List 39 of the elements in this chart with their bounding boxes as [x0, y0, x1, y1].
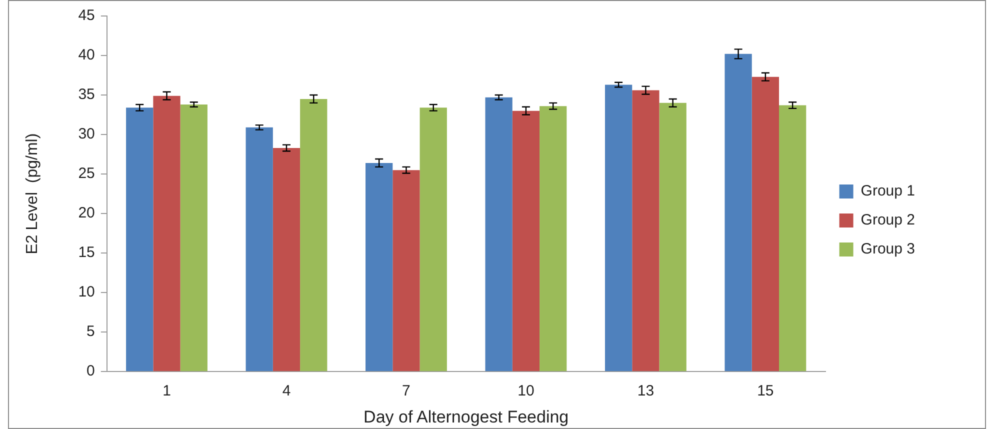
legend-label: Group 3: [860, 240, 916, 258]
x-tick-label: 13: [637, 382, 654, 400]
x-tick-label: 4: [282, 382, 291, 400]
bar: [153, 96, 180, 372]
bar: [724, 54, 752, 372]
y-tick-label: 40: [78, 46, 95, 64]
x-axis-title: Day of Alternogest Feeding: [364, 407, 569, 426]
y-tick-label: 30: [78, 126, 95, 143]
bar: [752, 76, 780, 372]
x-tick-label: 7: [402, 382, 410, 400]
bar: [779, 105, 806, 372]
y-axis-title: E2 Level (pg/ml): [24, 133, 42, 254]
bar: [272, 148, 300, 372]
bar: [246, 127, 273, 372]
y-tick-label: 15: [78, 244, 95, 262]
bar: [604, 84, 632, 372]
y-tick-label: 25: [78, 165, 95, 182]
legend-label: Group 2: [860, 212, 916, 229]
legend-label: Group 1: [860, 182, 916, 200]
y-tick-label: 35: [78, 86, 95, 104]
bar: [632, 90, 660, 372]
bar: [485, 97, 512, 372]
y-tick-label: 10: [78, 284, 95, 301]
x-tick-label: 1: [162, 382, 171, 400]
bar: [420, 108, 447, 372]
x-tick-label: 15: [757, 382, 774, 400]
y-tick-label: 5: [86, 323, 95, 340]
bar: [180, 104, 208, 372]
bar: [366, 162, 393, 372]
y-tick-label: 0: [86, 362, 95, 380]
bar: [300, 98, 328, 372]
bar: [126, 108, 154, 372]
y-tick-label: 20: [78, 204, 95, 222]
bar: [512, 110, 540, 372]
y-tick-label: 45: [78, 7, 95, 24]
x-tick-label: 10: [518, 382, 534, 400]
bar: [659, 102, 686, 372]
bar: [392, 170, 420, 372]
bar: [540, 106, 567, 372]
